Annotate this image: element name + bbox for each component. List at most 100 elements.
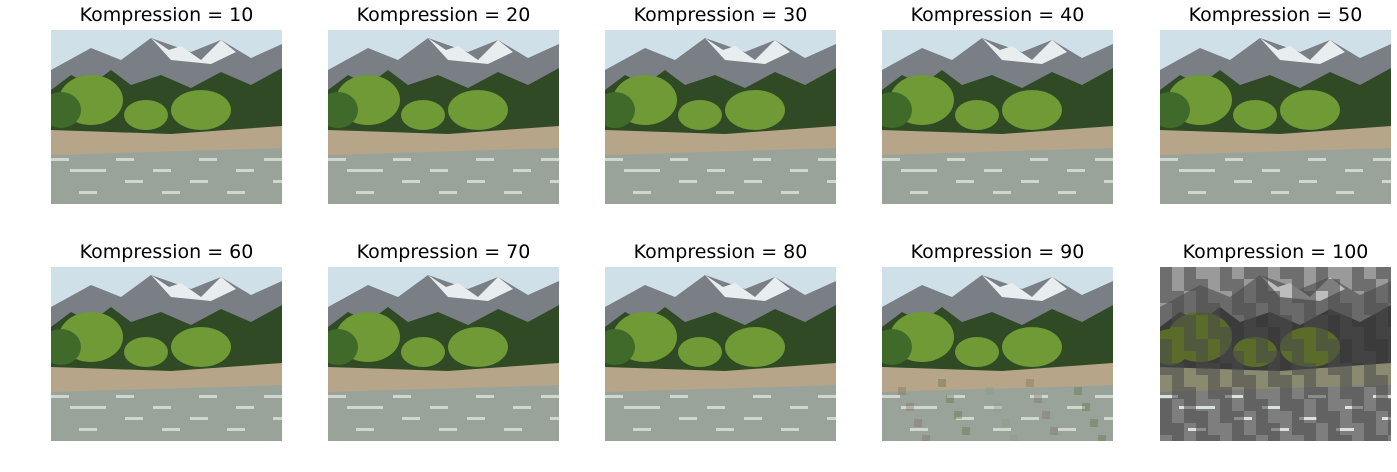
compression-block (1220, 399, 1232, 411)
compression-block (1364, 351, 1376, 363)
panel-title: Kompression = 80 (633, 241, 808, 263)
water-foam (1021, 417, 1039, 420)
compression-block (1244, 327, 1256, 339)
compression-block (1184, 339, 1196, 351)
snow-cap (982, 275, 1067, 301)
water-foam (1262, 169, 1280, 172)
compression-block (1208, 387, 1220, 399)
landscape-image (328, 267, 559, 441)
compression-block (1388, 291, 1391, 303)
compression-block (1328, 435, 1340, 441)
water-foam (956, 180, 974, 183)
water-foam (402, 180, 420, 183)
compression-block (1316, 339, 1328, 351)
panel-title: Kompression = 60 (79, 241, 254, 263)
compression-block (1172, 387, 1184, 399)
compression-block (1184, 267, 1196, 279)
water-foam (1160, 395, 1178, 398)
water-foam (1030, 395, 1048, 398)
compression-block (1304, 291, 1316, 303)
compression-block (1090, 419, 1098, 427)
compression-block (1220, 327, 1232, 339)
compression-block (1268, 291, 1280, 303)
compression-block (1256, 399, 1268, 411)
bush (955, 337, 999, 367)
water-foam (1336, 428, 1354, 431)
compression-block (1304, 387, 1316, 399)
snow-cap (151, 275, 236, 301)
compression-block (1220, 387, 1232, 399)
image-panel: Kompression = 10 (51, 4, 282, 204)
compression-block (1352, 327, 1364, 339)
water-foam (1382, 180, 1391, 183)
compression-block (1034, 395, 1042, 403)
compression-block (1376, 435, 1388, 441)
water-foam (910, 428, 928, 431)
water-foam (716, 428, 734, 431)
stream-water (605, 148, 836, 204)
compression-block (1268, 435, 1280, 441)
compression-block (1376, 315, 1388, 327)
gravel-bank (51, 126, 282, 155)
compression-block (1196, 411, 1208, 423)
compression-block (1256, 327, 1268, 339)
compression-block (1184, 399, 1196, 411)
water-foam (190, 417, 208, 420)
compression-block (922, 435, 930, 441)
compression-block (1220, 339, 1232, 351)
bush (1002, 327, 1062, 367)
compression-block (1256, 267, 1268, 279)
compression-block (1172, 423, 1184, 435)
image-panel: Kompression = 20 (328, 4, 559, 204)
compression-block (1196, 423, 1208, 435)
compression-block (1364, 435, 1376, 441)
water-foam (901, 169, 919, 172)
compression-block (1160, 399, 1172, 411)
water-foam (984, 169, 1002, 172)
image-panel: Kompression = 60 (51, 241, 282, 441)
water-foam (467, 417, 485, 420)
water-foam (1382, 417, 1391, 420)
bush (328, 92, 358, 128)
compression-block (1232, 279, 1244, 291)
stream-water (605, 385, 836, 441)
compression-block (1172, 303, 1184, 315)
compression-block (986, 387, 994, 395)
bush (51, 92, 81, 128)
compression-block (1172, 363, 1184, 375)
compression-block (1160, 363, 1172, 375)
compression-block (1232, 363, 1244, 375)
compression-block (1328, 279, 1340, 291)
bush (882, 329, 912, 365)
bush (678, 337, 722, 367)
water-foam (1188, 191, 1206, 194)
water-foam (882, 158, 900, 161)
panel-title: Kompression = 10 (79, 4, 254, 26)
water-foam (79, 191, 97, 194)
compression-block (1388, 411, 1391, 423)
water-foam (642, 406, 660, 409)
compression-block (1050, 427, 1058, 435)
water-foam (162, 191, 180, 194)
compression-block (1280, 267, 1292, 279)
compression-block (1042, 411, 1050, 419)
compression-block (1160, 291, 1172, 303)
water-foam (199, 158, 217, 161)
compression-block (1376, 327, 1388, 339)
compression-block (914, 419, 922, 427)
compression-block (1364, 303, 1376, 315)
water-foam (328, 158, 346, 161)
compression-block (1364, 423, 1376, 435)
compression-block (1304, 375, 1316, 387)
compression-block (1256, 411, 1268, 423)
water-foam (993, 428, 1011, 431)
compression-block (1196, 303, 1208, 315)
landscape-image (51, 30, 282, 204)
compression-block (1280, 399, 1292, 411)
image-panel: Kompression = 90 (882, 241, 1113, 441)
water-foam (605, 395, 623, 398)
compression-block (1340, 303, 1352, 315)
compression-block (1304, 435, 1316, 441)
panel-title: Kompression = 70 (356, 241, 531, 263)
water-foam (439, 428, 457, 431)
